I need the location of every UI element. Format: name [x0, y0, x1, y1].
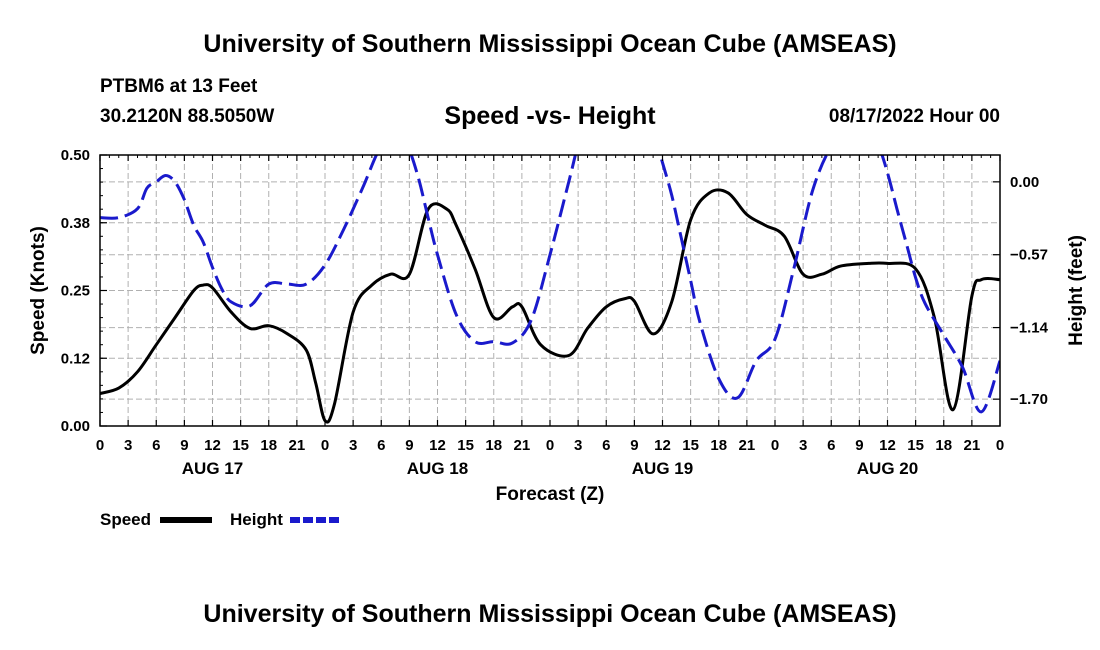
- series-speed-line: [100, 188, 1000, 424]
- x-tick-label: 15: [232, 437, 249, 454]
- y2-tick-label: 0.00: [1010, 174, 1039, 191]
- chart-header-title: University of Southern Mississippi Ocean…: [203, 30, 897, 58]
- x-tick-label: 3: [799, 437, 807, 454]
- x-tick-label: 18: [260, 437, 277, 454]
- y-tick-label: 0.38: [61, 215, 90, 232]
- x-tick-label: 6: [152, 437, 160, 454]
- x-tick-label: 15: [682, 437, 699, 454]
- x-tick-label: 6: [377, 437, 385, 454]
- x-tick-label: 12: [429, 437, 446, 454]
- series-height-line: [100, 155, 1000, 414]
- x-tick-label: 21: [514, 437, 531, 454]
- x-tick-label: 12: [879, 437, 896, 454]
- x-tick-label: 18: [485, 437, 502, 454]
- x-tick-label: 0: [546, 437, 554, 454]
- series-layer: [100, 155, 1000, 424]
- y2-tick-label: −1.14: [1010, 320, 1049, 337]
- chart-subtitle: Speed -vs- Height: [444, 102, 656, 130]
- date-label: AUG 19: [632, 459, 693, 478]
- x-tick-label: 0: [771, 437, 779, 454]
- x-tick-label: 21: [964, 437, 981, 454]
- x-tick-label: 9: [630, 437, 638, 454]
- x-tick-label: 9: [180, 437, 188, 454]
- legend: Speed Height: [100, 510, 342, 529]
- date-label: AUG 20: [857, 459, 918, 478]
- x-tick-label: 12: [654, 437, 671, 454]
- x-tick-label: 21: [739, 437, 756, 454]
- date-label: AUG 17: [182, 459, 243, 478]
- x-tick-label: 9: [855, 437, 863, 454]
- chart-footer-title: University of Southern Mississippi Ocean…: [203, 600, 897, 628]
- x-tick-label: 0: [996, 437, 1004, 454]
- x-tick-label: 6: [827, 437, 835, 454]
- station-coordinates: 30.2120N 88.5050W: [100, 106, 275, 127]
- x-tick-label: 18: [710, 437, 727, 454]
- x-tick-label: 3: [124, 437, 132, 454]
- y-tick-label: 0.25: [61, 283, 90, 300]
- x-tick-label: 3: [574, 437, 582, 454]
- x-tick-label: 9: [405, 437, 413, 454]
- legend-label-height: Height: [230, 510, 283, 529]
- station-label: PTBM6 at 13 Feet: [100, 76, 258, 97]
- forecast-datetime: 08/17/2022 Hour 00: [828, 106, 1000, 127]
- y2-axis-label: Height (feet): [1066, 235, 1087, 346]
- y2-tick-label: −0.57: [1010, 247, 1048, 264]
- y2-tick-label: −1.70: [1010, 391, 1048, 408]
- x-tick-label: 12: [204, 437, 221, 454]
- x-tick-label: 6: [602, 437, 610, 454]
- y-axis-label: Speed (Knots): [28, 226, 49, 355]
- grid: [100, 155, 1000, 426]
- date-label: AUG 18: [407, 459, 468, 478]
- x-tick-label: 21: [289, 437, 306, 454]
- y-tick-label: 0.50: [61, 147, 90, 164]
- legend-label-speed: Speed: [100, 510, 151, 529]
- x-tick-label: 15: [457, 437, 474, 454]
- axes: 0 3 6 9 12 15 18 21 0 3 6 9 12 15 18 21 0 3 6 9 12 15 18 21 0 3 6 9…: [61, 147, 1049, 478]
- x-tick-label: 0: [321, 437, 329, 454]
- x-tick-label: 18: [935, 437, 952, 454]
- y-tick-label: 0.00: [61, 418, 90, 435]
- x-tick-label: 3: [349, 437, 357, 454]
- y-tick-label: 0.12: [61, 350, 90, 367]
- x-tick-label: 0: [96, 437, 104, 454]
- x-tick-label: 15: [907, 437, 924, 454]
- x-axis-label: Forecast (Z): [496, 484, 605, 505]
